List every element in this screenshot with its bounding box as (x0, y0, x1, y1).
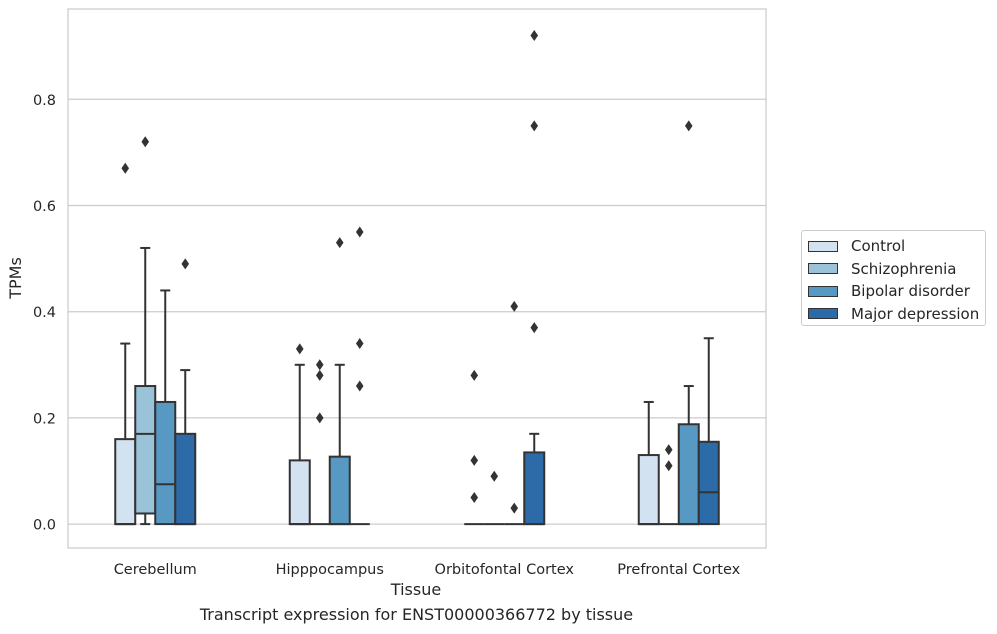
y-tick-label: 0.8 (33, 93, 56, 109)
outlier-point (510, 502, 519, 514)
legend-item-bipolar-disorder: Bipolar disorder (808, 280, 985, 303)
box-major-depression (523, 30, 546, 526)
outlier-point (664, 444, 673, 456)
legend-swatch (808, 308, 838, 320)
box-schizophrenia (484, 470, 505, 526)
box-control (288, 343, 311, 526)
box-body (134, 385, 157, 515)
legend-label: Control (851, 237, 906, 256)
outlier-point (470, 369, 479, 381)
x-tick-labels: Cerebellum Hipppocampus Orbitofontal Corte… (114, 562, 741, 578)
outlier-point (530, 322, 539, 334)
box-body (154, 400, 177, 526)
box-schizophrenia (309, 359, 330, 526)
legend-item-control: Control (808, 235, 985, 258)
outlier-point (530, 120, 539, 132)
box-bipolar-disorder (328, 237, 351, 526)
x-tick-label: Prefrontal Cortex (617, 562, 740, 578)
y-tick-label: 0.2 (33, 411, 56, 427)
box-schizophrenia (134, 136, 157, 526)
outlier-point (490, 470, 499, 482)
outlier-point (121, 162, 130, 174)
legend-item-major-depression: Major depression (808, 303, 985, 326)
y-axis-label: TPMs (6, 257, 25, 300)
outlier-point (181, 258, 190, 270)
chart-caption: Transcript expression for ENST0000036677… (199, 605, 634, 624)
box-body (114, 438, 137, 526)
box-schizophrenia (658, 444, 679, 526)
plot-frame (67, 8, 767, 549)
legend-label: Major depression (851, 304, 980, 323)
y-tick-label: 0.4 (33, 305, 56, 321)
outlier-point (684, 120, 693, 132)
outlier-point (315, 369, 324, 381)
y-tick-label: 0.0 (33, 518, 56, 534)
y-tick-labels: 0.0 0.2 0.4 0.6 0.8 (33, 93, 56, 534)
outlier-point (355, 226, 364, 238)
box-control (464, 369, 485, 526)
legend-swatch (808, 240, 838, 252)
boxes (114, 30, 720, 526)
outlier-point (295, 343, 304, 355)
x-tick-label: Hipppocampus (276, 562, 384, 578)
x-tick-label: Orbitofontal Cortex (435, 562, 575, 578)
outlier-point (355, 380, 364, 392)
outlier-point (530, 30, 539, 42)
box-major-depression (349, 226, 370, 526)
legend-swatch (808, 285, 838, 297)
box-control (637, 400, 660, 526)
legend-swatch (808, 263, 838, 275)
outlier-point (355, 338, 364, 350)
box-body (637, 454, 660, 526)
outlier-point (510, 300, 519, 312)
box-bipolar-disorder (504, 300, 525, 526)
box-body (697, 440, 720, 526)
box-bipolar-disorder (154, 289, 177, 526)
legend-label: Schizophrenia (851, 259, 957, 278)
legend-label: Bipolar disorder (851, 282, 970, 301)
box-body (174, 432, 197, 526)
box-body (328, 455, 351, 526)
box-body (288, 459, 311, 526)
y-tick-label: 0.6 (33, 199, 56, 215)
legend: Control Schizophrenia Bipolar disorder M… (801, 230, 986, 326)
box-major-depression (174, 258, 197, 526)
box-bipolar-disorder (677, 120, 700, 526)
outlier-point (315, 359, 324, 371)
outlier-point (470, 454, 479, 466)
outlier-point (664, 460, 673, 472)
box-control (114, 162, 137, 526)
box-major-depression (697, 337, 720, 526)
outlier-point (470, 492, 479, 504)
outlier-point (315, 412, 324, 424)
outlier-point (335, 237, 344, 249)
outlier-point (141, 136, 150, 148)
box-body (523, 451, 546, 526)
x-axis-label: Tissue (390, 580, 441, 599)
x-tick-label: Cerebellum (114, 562, 197, 578)
legend-item-schizophrenia: Schizophrenia (808, 258, 985, 281)
box-body (677, 423, 700, 526)
